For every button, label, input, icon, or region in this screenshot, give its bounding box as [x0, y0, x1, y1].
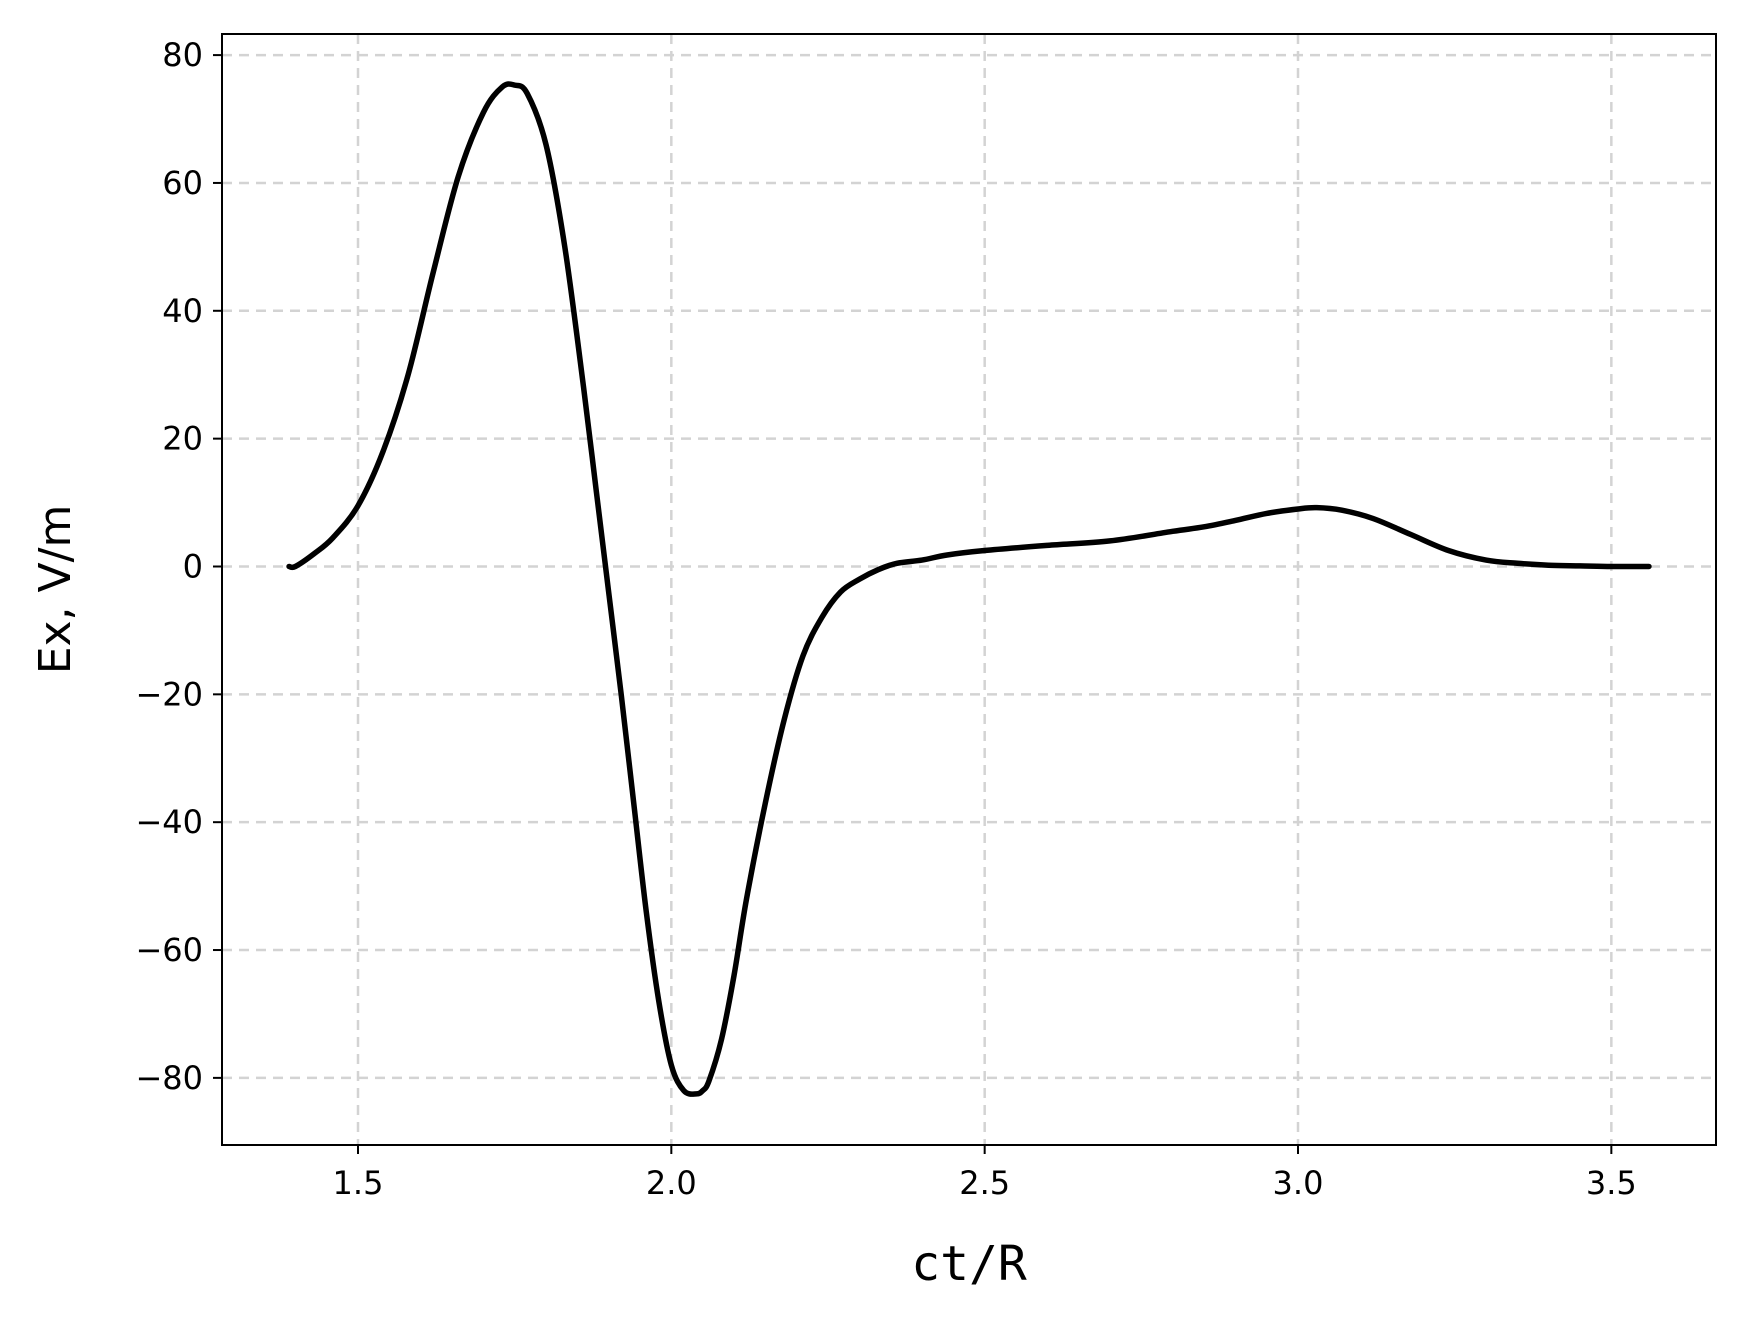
x-axis-label: ct/R: [911, 1236, 1027, 1292]
grid: [222, 34, 1716, 1145]
y-tick-label: 20: [162, 420, 203, 458]
y-tick-label: −60: [135, 931, 203, 969]
series-layer: [286, 81, 1652, 1097]
y-axis-label: Ex, V/m: [30, 505, 81, 675]
y-tick-label: −80: [135, 1059, 203, 1097]
y-tick-label: 0: [183, 547, 203, 585]
x-tick-label: 3.0: [1273, 1164, 1324, 1202]
y-tick-label: −40: [135, 803, 203, 841]
series-line: [286, 81, 1652, 1097]
y-axis-ticks: −80 −60 −40 −20 0 20 40 60 80: [135, 36, 222, 1097]
x-axis-ticks: 1.5 2.0 2.5 3.0 3.5: [333, 1145, 1637, 1202]
y-tick-label: −20: [135, 675, 203, 713]
x-tick-label: 2.0: [646, 1164, 697, 1202]
y-tick-label: 40: [162, 292, 203, 330]
x-tick-label: 3.5: [1586, 1164, 1637, 1202]
x-tick-label: 2.5: [959, 1164, 1010, 1202]
y-tick-label: 80: [162, 36, 203, 74]
x-tick-label: 1.5: [333, 1164, 384, 1202]
y-tick-label: 60: [162, 164, 203, 202]
plot-frame: [221, 33, 1717, 1146]
